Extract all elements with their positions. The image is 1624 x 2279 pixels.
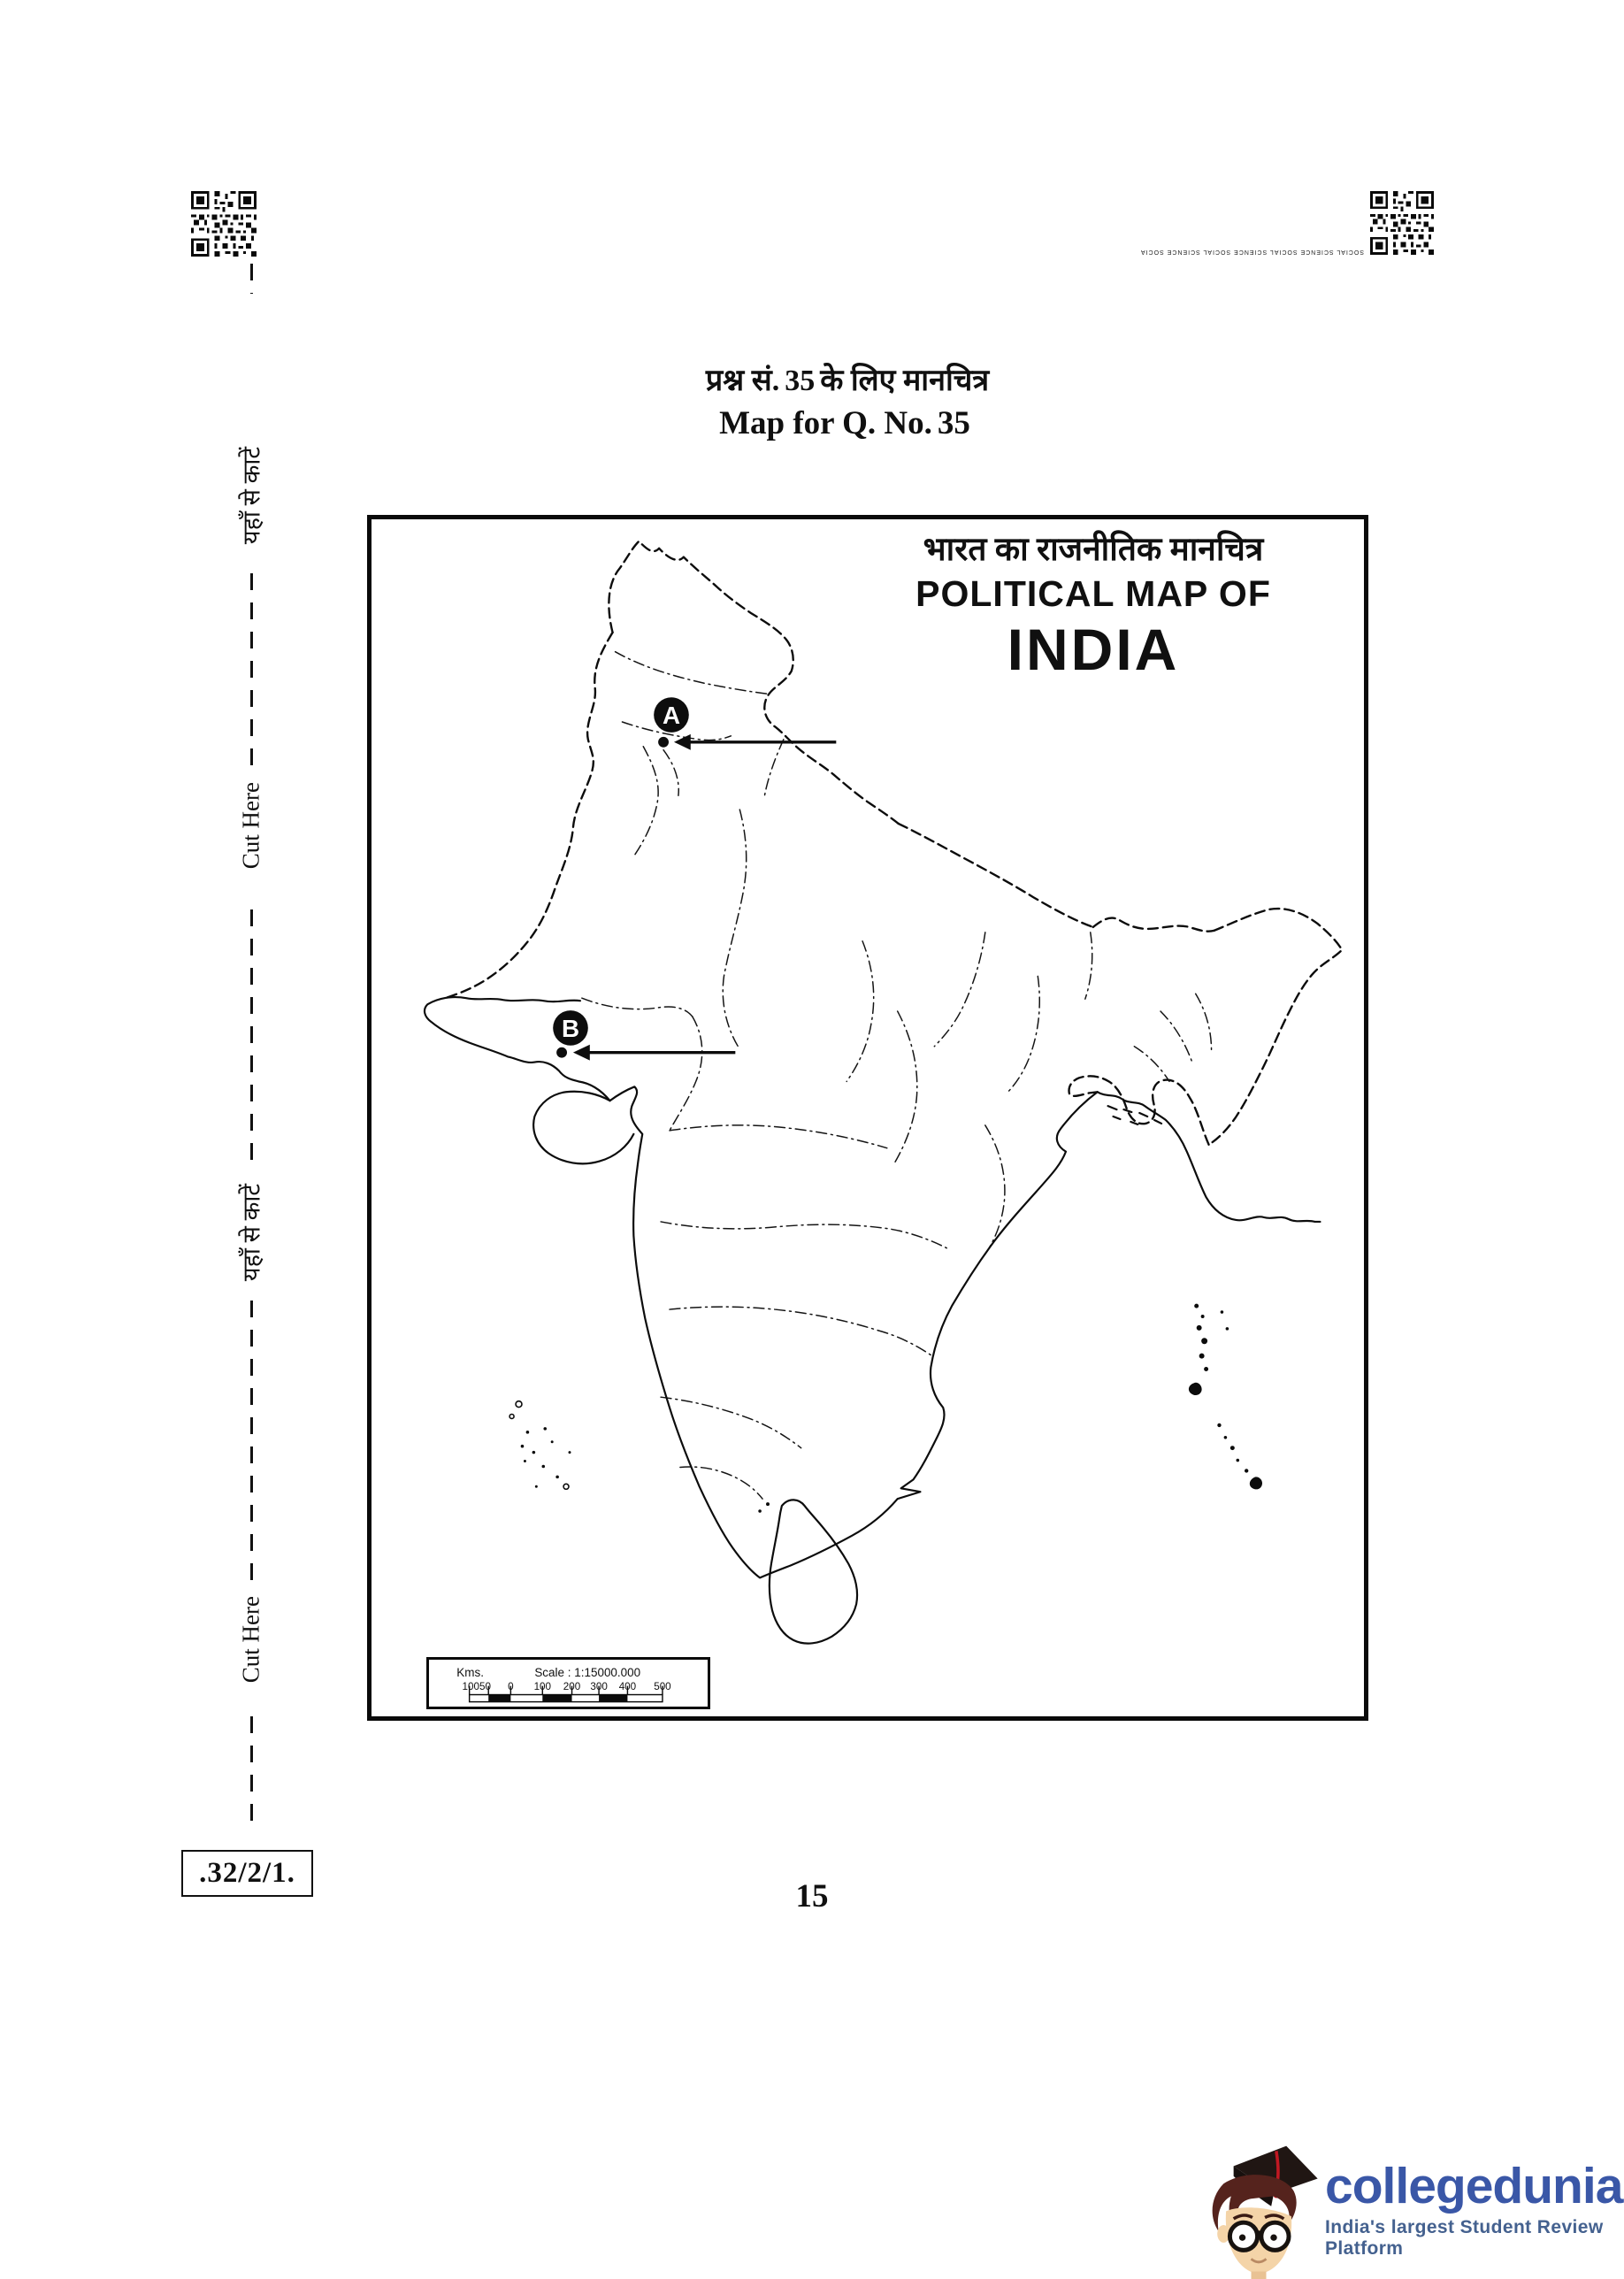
- cut-here-label-english: Cut Here: [237, 782, 264, 870]
- mascot-graduate-icon: [1212, 2145, 1318, 2279]
- page-heading: प्रश्न सं. 35 के लिए मानचित्र Map for Q. N…: [71, 361, 1624, 446]
- india-outline-map: A B: [423, 540, 1344, 1645]
- map-title-country: INDIA: [1007, 616, 1180, 682]
- cut-here-label-english: Cut Here: [237, 1596, 264, 1684]
- qr-code: [1370, 191, 1434, 255]
- cut-dashed-line: [250, 264, 253, 294]
- map-title-english: POLITICAL MAP OF: [915, 572, 1271, 614]
- map-frame: A B भारत का राजनीतिक मानचित्र POLITICAL …: [367, 515, 1368, 1721]
- brand-tagline: India's largest Student Review Platform: [1325, 2216, 1604, 2259]
- map-scale-box: Kms. Scale : 1:15000.000 10050 0 100 200…: [426, 1657, 710, 1709]
- collegedunia-logo: collegedunia .com India's largest Studen…: [1196, 2141, 1624, 2279]
- paper-code-badge: .32/2/1.: [181, 1850, 313, 1897]
- marker-b: B: [553, 1010, 736, 1061]
- page-number: 15: [795, 1878, 829, 1915]
- qr-code: [191, 191, 257, 257]
- marker-a-label: A: [663, 702, 680, 729]
- marker-a: A: [654, 697, 837, 750]
- micro-watermark-text: SOCIAL SCIENCE SOCIAL SCIENCE SOCIAL SCI…: [1141, 249, 1364, 255]
- cut-dashed-line: [250, 1301, 253, 1582]
- scale-tick-label: 10050: [463, 1681, 492, 1692]
- heading-hindi: प्रश्न सं. 35 के लिए मानचित्र: [705, 364, 990, 397]
- heading-english: Map for Q. No. 35: [719, 404, 970, 441]
- scale-units-label: Kms.: [456, 1666, 484, 1679]
- map-title: भारत का राजनीतिक मानचित्र POLITICAL MAP …: [837, 532, 1350, 684]
- cut-here-label-hindi: यहाँ से काटें: [238, 1184, 265, 1282]
- cut-here-label-hindi: यहाँ से काटें: [238, 447, 265, 545]
- scale-ratio-label: Scale : 1:15000.000: [534, 1666, 640, 1679]
- brand-name: collegedunia: [1325, 2157, 1623, 2214]
- map-title-hindi: भारत का राजनीतिक मानचित्र: [923, 532, 1264, 568]
- marker-b-label: B: [562, 1015, 579, 1042]
- cut-dashed-line: [250, 909, 253, 1168]
- cut-dashed-line: [250, 573, 253, 766]
- cut-dashed-line: [250, 1716, 253, 1822]
